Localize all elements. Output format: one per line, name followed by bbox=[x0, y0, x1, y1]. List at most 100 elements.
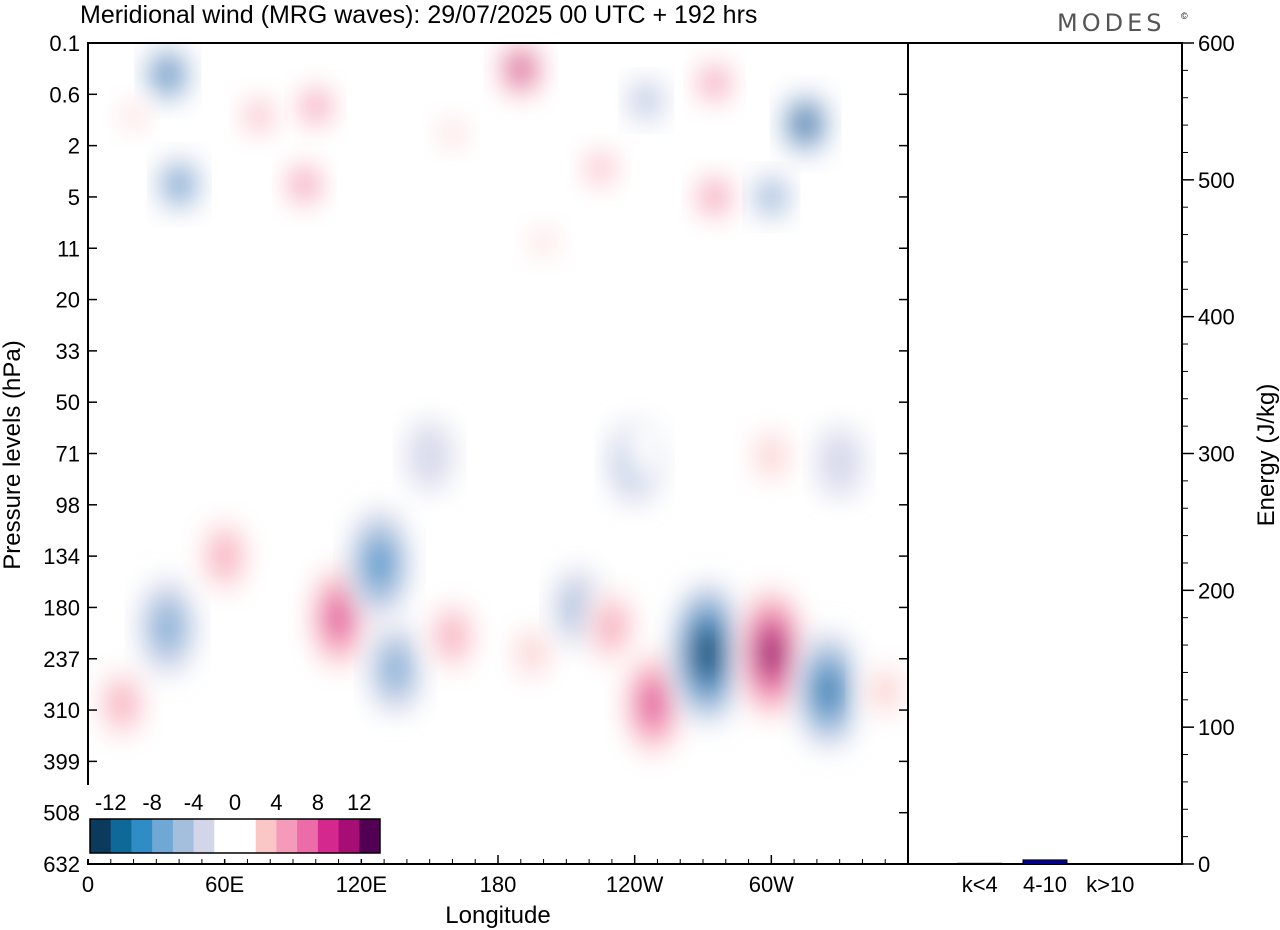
wind-feature-0 bbox=[146, 46, 189, 103]
colorbar-swatch bbox=[297, 819, 319, 853]
colorbar-swatch bbox=[193, 819, 215, 853]
wind-feature-25 bbox=[350, 508, 409, 619]
wind-contour bbox=[533, 230, 554, 254]
colorbar: -12 -8 -4 0 4 8 12 bbox=[86, 785, 384, 859]
wind-feature-6 bbox=[368, 127, 401, 164]
wind-feature-9 bbox=[581, 144, 620, 193]
colorbar-swatch bbox=[152, 819, 174, 853]
colorbar-label: -4 bbox=[184, 790, 204, 815]
energy-bars: 0 100 200 300 400 500 600 k<4 4-10 k>10 bbox=[957, 31, 1235, 897]
wind-contour bbox=[156, 608, 180, 646]
wind-feature-21 bbox=[96, 658, 149, 749]
brand-mark: © bbox=[1181, 11, 1188, 21]
wind-feature-31 bbox=[621, 642, 684, 765]
wind-contour bbox=[706, 187, 723, 207]
wind-contour bbox=[406, 420, 453, 492]
wind-feature-3 bbox=[239, 92, 278, 140]
energy-y-tick-label: 100 bbox=[1198, 715, 1235, 740]
colorbar-swatch bbox=[338, 819, 360, 853]
wind-feature-30 bbox=[584, 578, 639, 676]
colorbar-swatch bbox=[214, 819, 236, 853]
wind-contour bbox=[329, 602, 348, 633]
wind-contour bbox=[517, 630, 547, 677]
heatmap-field bbox=[96, 43, 908, 765]
wind-contour bbox=[307, 97, 324, 116]
wind-contour bbox=[623, 411, 670, 483]
wind-feature-13 bbox=[783, 93, 828, 155]
y-tick-label: 11 bbox=[57, 236, 80, 261]
colorbar-label: -8 bbox=[142, 790, 162, 815]
wind-contour bbox=[296, 174, 313, 195]
colorbar-label: 0 bbox=[229, 790, 241, 815]
wind-feature-8 bbox=[497, 43, 544, 102]
x-tick-label: 0 bbox=[82, 872, 94, 897]
y-tick-label: 0.1 bbox=[49, 31, 80, 56]
wind-contour bbox=[762, 639, 780, 668]
wind-feature-20 bbox=[623, 411, 670, 483]
brand-logo: MODES bbox=[1057, 9, 1165, 37]
wind-contour bbox=[123, 104, 144, 128]
energy-y-tick-label: 600 bbox=[1198, 31, 1235, 56]
wind-contour bbox=[441, 120, 464, 146]
y-tick-label: 399 bbox=[43, 749, 80, 774]
wind-contour bbox=[816, 426, 863, 498]
colorbar-swatch bbox=[172, 819, 195, 853]
wind-contour bbox=[368, 127, 401, 164]
wind-feature-28 bbox=[507, 611, 558, 696]
energy-axis-label: Energy (J/kg) bbox=[1253, 384, 1280, 527]
colorbar-swatch bbox=[110, 819, 132, 853]
wind-contour bbox=[171, 174, 188, 195]
wind-contour bbox=[384, 651, 407, 687]
x-tick-label: 120W bbox=[606, 872, 664, 897]
wind-contour bbox=[643, 688, 663, 720]
heatmap-ticks: 0 60E 120E 180 120W 60W 0.1 0.6 2 5 11 20 33 50 71 98 13… bbox=[43, 31, 908, 897]
y-tick-label: 134 bbox=[43, 544, 80, 569]
x-tick-label: 60E bbox=[205, 872, 244, 897]
x-axis-label: Longitude bbox=[445, 902, 550, 929]
energy-bar-1 bbox=[1022, 859, 1068, 865]
energy-category-label: 4-10 bbox=[1023, 872, 1067, 897]
wind-contour bbox=[870, 667, 900, 714]
energy-y-tick-label: 300 bbox=[1198, 442, 1235, 467]
x-tick-label: 180 bbox=[480, 872, 517, 897]
colorbar-swatch bbox=[359, 819, 381, 853]
wind-contour bbox=[819, 675, 838, 706]
y-tick-label: 98 bbox=[56, 493, 80, 518]
colorbar-frame bbox=[89, 818, 381, 854]
x-tick-label: 60W bbox=[749, 872, 794, 897]
colorbar-swatch bbox=[131, 819, 153, 853]
y-tick-label: 632 bbox=[43, 852, 80, 877]
energy-category-label: k<4 bbox=[962, 872, 998, 897]
wind-contour bbox=[699, 639, 716, 667]
wind-contour bbox=[213, 537, 237, 575]
energy-y-tick-label: 400 bbox=[1198, 305, 1235, 330]
y-tick-label: 20 bbox=[56, 288, 80, 313]
y-tick-label: 5 bbox=[68, 185, 80, 210]
wind-contour bbox=[513, 60, 528, 78]
wind-feature-12 bbox=[694, 170, 735, 224]
wind-feature-4 bbox=[284, 157, 325, 212]
wind-feature-1 bbox=[158, 157, 200, 212]
colorbar-swatch bbox=[235, 819, 257, 853]
y-tick-label: 50 bbox=[56, 390, 80, 415]
wind-contour bbox=[160, 65, 176, 84]
wind-feature-2 bbox=[116, 96, 151, 136]
wind-feature-22 bbox=[140, 578, 195, 676]
wind-feature-35 bbox=[860, 648, 908, 733]
y-tick-label: 0.6 bbox=[49, 82, 80, 107]
energy-bar-0 bbox=[957, 862, 1003, 865]
y-tick-label: 508 bbox=[43, 801, 80, 826]
wind-feature-24 bbox=[307, 556, 370, 679]
energy-category-label: k>10 bbox=[1086, 872, 1134, 897]
wind-feature-14 bbox=[753, 174, 790, 220]
x-tick-label: 120E bbox=[336, 872, 387, 897]
y-tick-label: 310 bbox=[43, 698, 80, 723]
colorbar-swatch bbox=[255, 819, 277, 853]
wind-feature-5 bbox=[296, 81, 336, 132]
wind-contour bbox=[762, 186, 781, 208]
wind-feature-15 bbox=[526, 222, 561, 262]
colorbar-swatch bbox=[317, 819, 340, 853]
wind-contour bbox=[110, 686, 134, 722]
y-tick-label: 180 bbox=[43, 595, 80, 620]
